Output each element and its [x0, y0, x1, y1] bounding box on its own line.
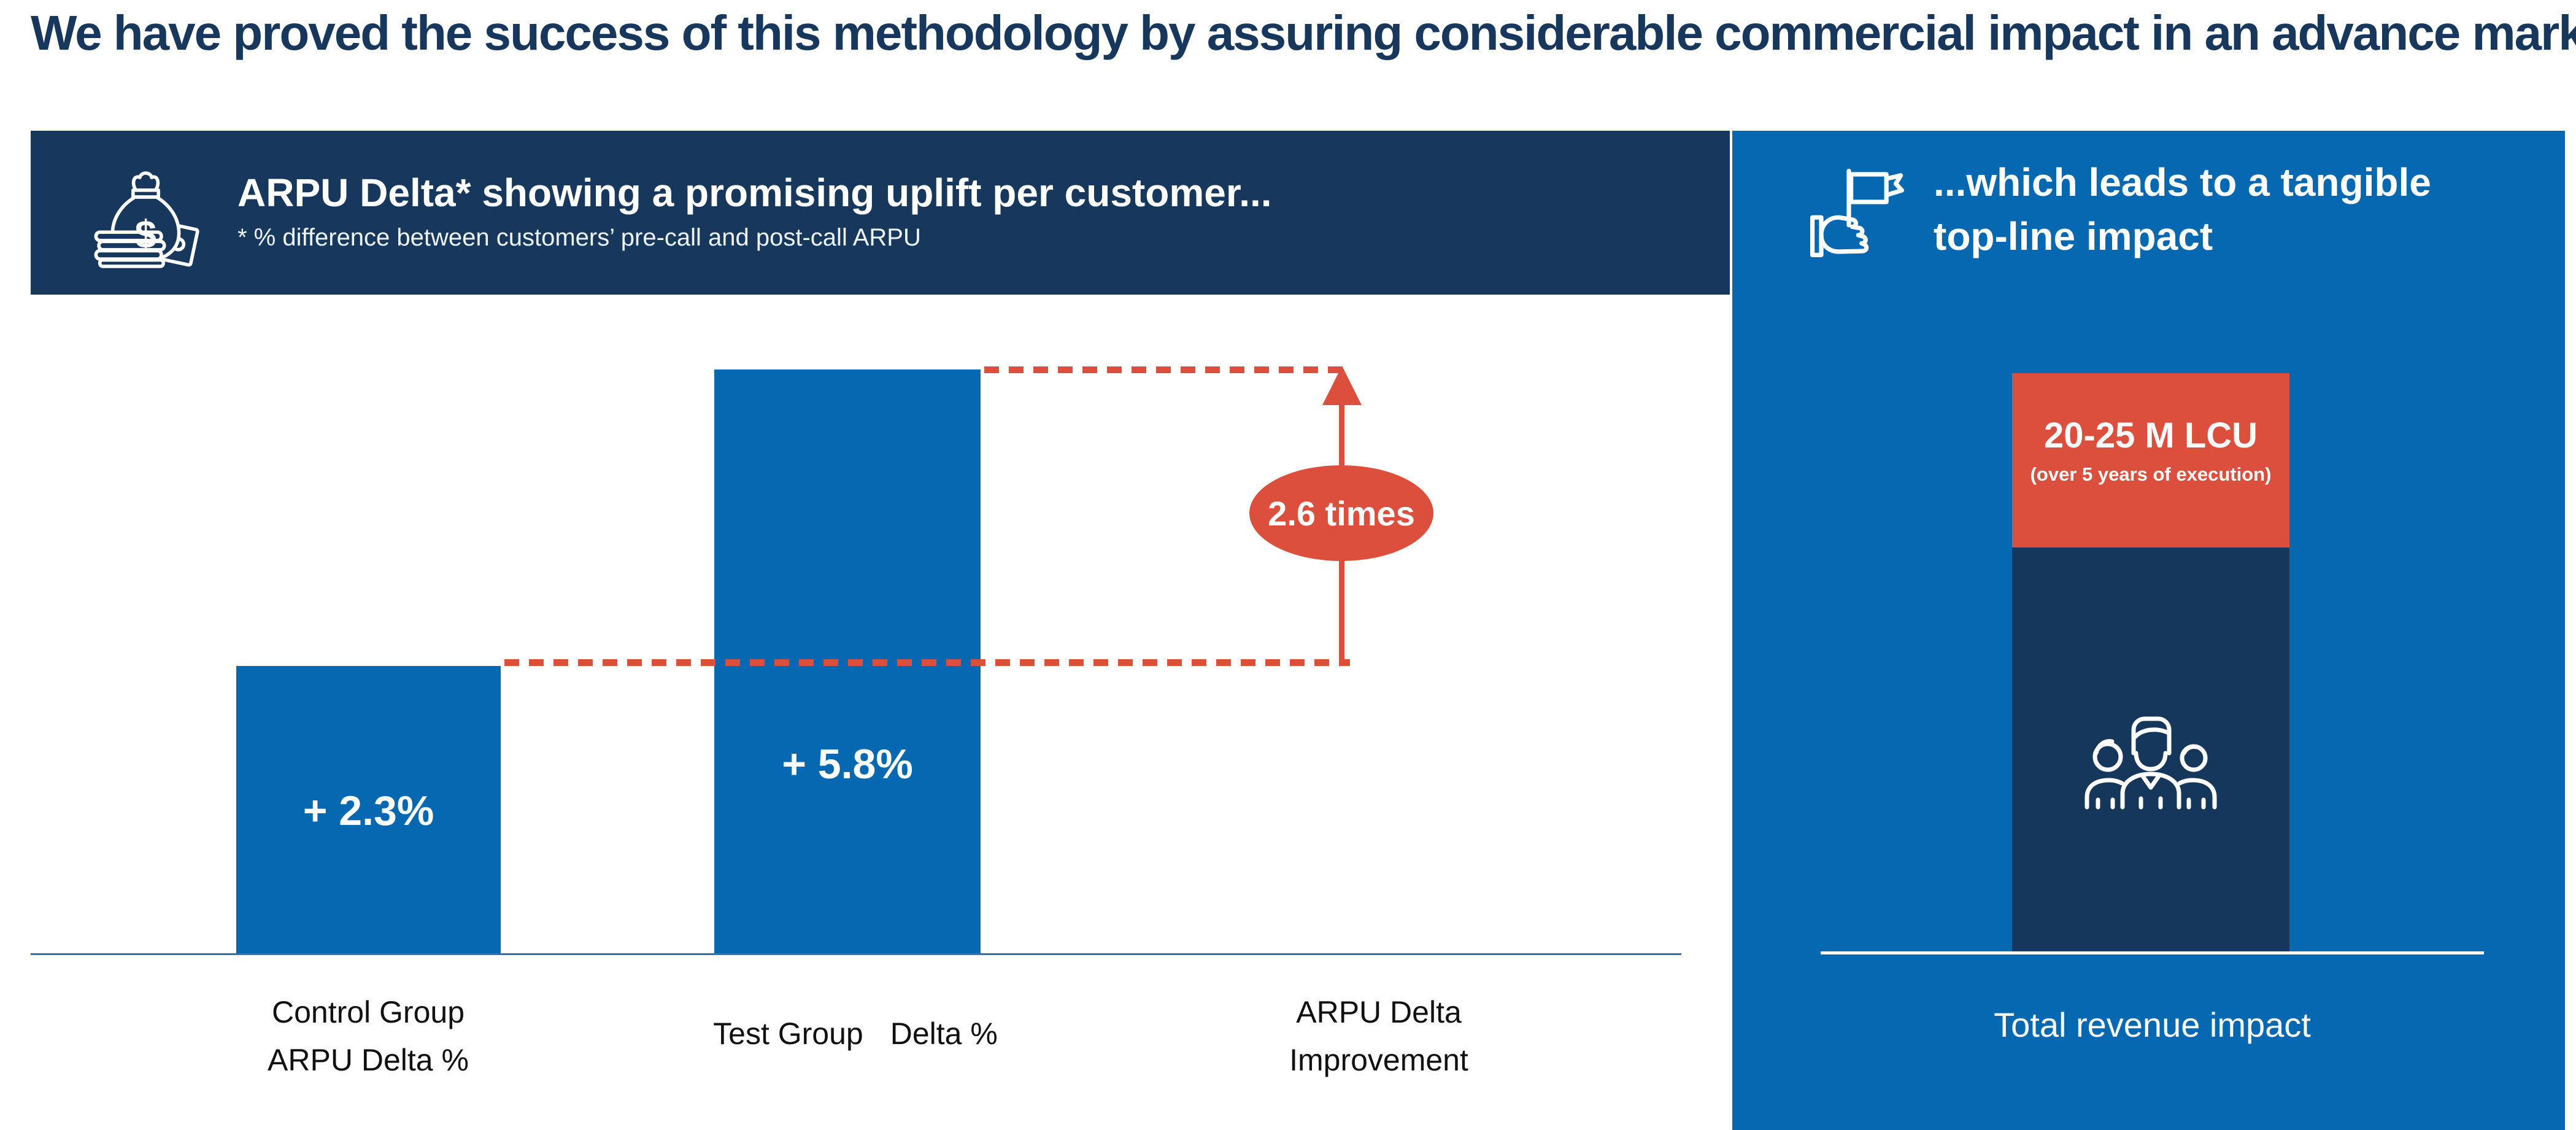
control-group-value: + 2.3% [303, 788, 434, 834]
money-bag-icon: $ [92, 155, 199, 272]
people-icon [2077, 702, 2224, 818]
test-group-label: Test Group Delta % [677, 1010, 1033, 1058]
test-group-value: + 5.8% [782, 741, 913, 788]
improvement-label-line1: ARPU Delta [1296, 995, 1462, 1029]
left-header-title: ARPU Delta* showing a promising uplift p… [237, 171, 1272, 215]
revenue-note: (over 5 years of execution) [2030, 463, 2272, 485]
improvement-badge: 2.6 times [1249, 465, 1433, 561]
svg-text:$: $ [135, 213, 156, 257]
revenue-stack-top-segment: 20-25 M LCU (over 5 years of execution) [2012, 373, 2289, 548]
revenue-value: 20-25 M LCU [2043, 416, 2258, 455]
revenue-stack-bottom-segment [2012, 548, 2289, 953]
test-group-label-part1: Test Group [713, 1016, 863, 1051]
control-group-label-line1: Control Group [271, 995, 465, 1029]
page-title: We have proved the success of this metho… [31, 6, 2576, 60]
total-revenue-impact-label: Total revenue impact [1994, 1005, 2311, 1044]
left-header-band: $ ARPU Delta* showing a promising uplift… [31, 131, 1730, 295]
control-group-label: Control Group ARPU Delta % [224, 988, 512, 1084]
right-panel: ...which leads to a tangible top-line im… [1732, 131, 2565, 1130]
dashed-line-control-level [504, 659, 1350, 666]
left-header-subtitle: * % difference between customers’ pre-ca… [237, 224, 921, 251]
dashed-line-test-level [984, 366, 1350, 373]
control-group-label-line2: ARPU Delta % [268, 1043, 469, 1077]
flag-in-hand-icon [1794, 160, 1904, 277]
improvement-arrow-head [1322, 366, 1362, 405]
arpu-delta-improvement-label: ARPU Delta Improvement [1235, 988, 1523, 1084]
test-group-label-part2: Delta % [890, 1016, 998, 1051]
right-heading-line1: ...which leads to a tangible [1934, 160, 2431, 204]
chart-baseline [31, 953, 1681, 955]
improvement-label-line2: Improvement [1289, 1043, 1468, 1077]
right-heading-line2: top-line impact [1934, 214, 2213, 258]
control-group-bar [236, 666, 501, 953]
right-chart-baseline [1821, 951, 2484, 954]
right-panel-heading: ...which leads to a tangible top-line im… [1934, 155, 2431, 263]
